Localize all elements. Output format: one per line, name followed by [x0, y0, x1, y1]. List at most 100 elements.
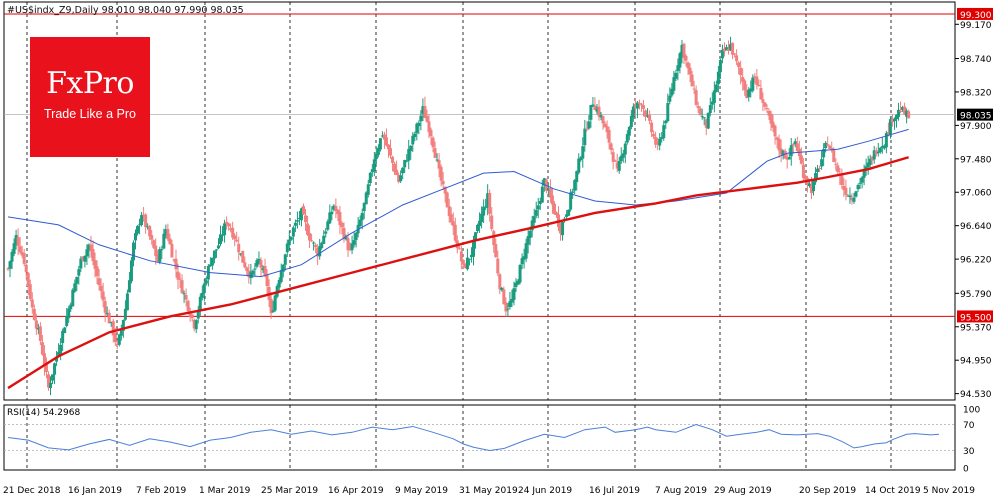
candle-body: [672, 77, 676, 91]
rsi-pane: RSI(14) 54.2968 100 70 30 0: [4, 406, 980, 475]
x-tick-label: 14 Oct 2019: [865, 486, 921, 496]
candle-body: [639, 104, 643, 106]
candle-body: [328, 212, 332, 224]
candle-body: [449, 214, 453, 223]
candle-body: [457, 248, 461, 250]
candle-body: [160, 249, 164, 251]
candle-body: [253, 268, 257, 270]
candle-body: [63, 327, 67, 334]
candle-body: [366, 184, 370, 195]
current-price-tag: [957, 108, 993, 121]
candle-body: [125, 293, 129, 311]
x-tick-label: 1 Mar 2019: [199, 486, 251, 496]
rsi-label: RSI(14) 54.2968: [7, 408, 80, 418]
candle-body: [55, 356, 59, 362]
candle-body: [81, 256, 85, 261]
candle-body: [662, 125, 666, 139]
candle-body: [779, 148, 783, 155]
candle-body: [26, 272, 30, 286]
candle-body: [814, 173, 818, 183]
candle-body: [678, 53, 682, 68]
candle-body: [866, 162, 870, 168]
candle-body: [129, 260, 133, 282]
candle-body: [763, 102, 767, 107]
candle-body: [820, 159, 824, 167]
time-axis: 21 Dec 2018 16 Jan 2019 7 Feb 2019 1 Mar 20…: [3, 486, 975, 496]
candle-body: [65, 316, 69, 326]
candle-body: [219, 234, 223, 245]
candle-body: [627, 126, 631, 136]
candle-body: [524, 243, 528, 259]
candle-body: [67, 308, 71, 319]
candle-body: [409, 145, 413, 152]
horizontal-levels[interactable]: 99.300 95.500 98.035: [4, 7, 993, 323]
candle-body: [324, 231, 328, 234]
candle-body: [293, 222, 297, 226]
logo-tagline: Trade Like a Pro: [44, 107, 136, 121]
candle-body: [14, 235, 18, 245]
candle-body: [342, 227, 346, 240]
candle-body: [775, 137, 779, 140]
candle-body: [656, 142, 660, 145]
candle-body: [552, 203, 556, 214]
candle-body: [712, 90, 716, 104]
candle-body: [69, 304, 73, 310]
x-tick-label: 5 Nov 2019: [923, 486, 975, 496]
candle-body: [99, 285, 103, 292]
candle-body: [607, 129, 611, 143]
candle-body: [297, 217, 301, 219]
candle-body: [364, 192, 368, 205]
candle-body: [131, 242, 135, 261]
candle-body: [573, 180, 577, 191]
candle-body: [601, 116, 605, 124]
candle-body: [164, 229, 168, 236]
candle-body: [781, 150, 785, 156]
candle-body: [759, 88, 763, 100]
candle-body: [894, 114, 898, 120]
candle-body: [136, 225, 140, 234]
candle-body: [107, 312, 111, 324]
candle-body: [575, 171, 579, 183]
candle-body: [419, 115, 423, 122]
candle-body: [263, 266, 267, 276]
candle-body: [295, 220, 299, 222]
candle-body: [619, 155, 623, 161]
candle-body: [467, 258, 471, 260]
candle-body: [431, 137, 435, 148]
candle-body: [818, 167, 822, 169]
candle-body: [868, 158, 872, 165]
rsi-tick-label: 30: [963, 447, 975, 457]
candle-body: [18, 246, 22, 253]
candle-body: [508, 301, 512, 308]
candle-body: [75, 276, 79, 284]
candle-body: [429, 129, 433, 137]
candle-body: [554, 212, 558, 216]
x-tick-label: 16 Apr 2019: [328, 486, 384, 496]
candle-body: [757, 85, 761, 87]
candle-body: [249, 272, 253, 279]
candle-body: [235, 239, 239, 242]
candle-body: [140, 215, 144, 226]
candle-body: [886, 132, 890, 134]
candle-body: [718, 60, 722, 73]
candle-body: [354, 232, 358, 240]
candle-body: [229, 228, 233, 231]
candle-body: [312, 242, 316, 244]
candle-body: [111, 321, 115, 336]
candle-body: [888, 119, 892, 135]
candle-body: [559, 225, 563, 234]
candle-body: [314, 244, 318, 248]
candle-body: [190, 314, 194, 319]
candle-body: [247, 270, 251, 278]
candle-body: [119, 328, 123, 336]
candle-body: [676, 65, 680, 71]
candle-body: [633, 107, 637, 109]
candle-body: [899, 110, 903, 112]
candle-body: [704, 119, 708, 128]
candle-body: [472, 240, 475, 257]
candle-body: [490, 215, 494, 229]
candle-body: [743, 80, 747, 91]
rsi-tick-label: 0: [963, 465, 969, 475]
candle-body: [285, 243, 289, 253]
